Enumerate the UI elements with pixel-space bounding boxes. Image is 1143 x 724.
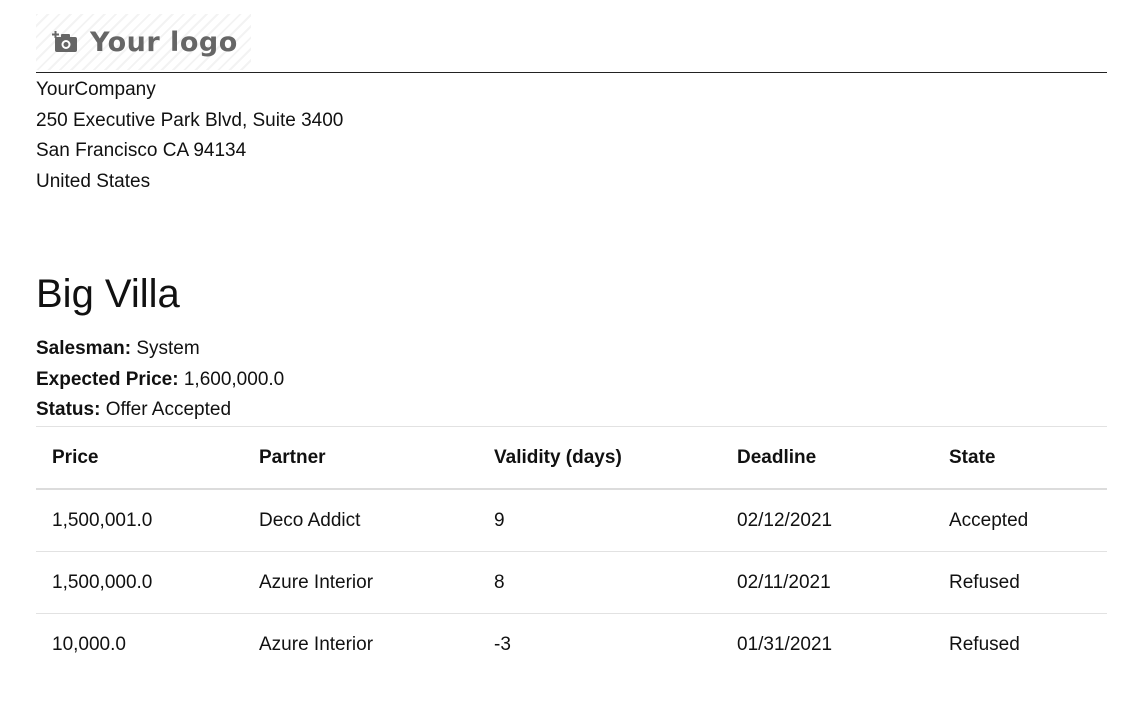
column-header: Price xyxy=(36,426,243,490)
company-logo: Your logo xyxy=(36,14,251,70)
column-header: State xyxy=(933,426,1107,490)
table-header-row: Price Partner Validity (days) Deadline S… xyxy=(36,426,1107,490)
cell-validity: 8 xyxy=(478,551,721,614)
company-city: San Francisco CA 94134 xyxy=(36,140,247,161)
status-value: Offer Accepted xyxy=(105,399,232,420)
cell-state: Accepted xyxy=(933,489,1107,552)
cell-price: 10,000.0 xyxy=(52,633,126,655)
logo-text: Your logo xyxy=(90,26,238,58)
header-divider xyxy=(36,72,1107,73)
cell-deadline: 02/11/2021 xyxy=(721,551,933,614)
cell-partner: Azure Interior xyxy=(243,551,478,614)
property-fields: Salesman: System Expected Price: 1,600,0… xyxy=(36,334,284,426)
status-label: Status: xyxy=(36,399,101,420)
cell-deadline: 02/12/2021 xyxy=(721,489,933,552)
cell-partner: Deco Addict xyxy=(243,489,478,552)
table-row: 1,500,001.0 Deco Addict 9 02/12/2021 Acc… xyxy=(36,489,1107,552)
company-street: 250 Executive Park Blvd, Suite 3400 xyxy=(36,109,344,131)
cell-state: Refused xyxy=(949,633,1020,655)
table-row: 1,500,000.0 Azure Interior 8 02/11/2021 … xyxy=(36,551,1107,614)
cell-partner: Azure Interior xyxy=(259,633,374,655)
cell-state: Refused xyxy=(933,551,1107,614)
cell-price: 1,500,001.0 xyxy=(36,489,243,552)
column-header: Deadline xyxy=(721,426,933,490)
company-name: YourCompany xyxy=(36,79,156,100)
camera-plus-icon xyxy=(52,31,78,53)
status-field: Status: Offer Accepted xyxy=(36,395,284,426)
cell-price: 1,500,000.0 xyxy=(36,551,243,614)
company-address: YourCompany 250 Executive Park Blvd, Sui… xyxy=(36,75,343,197)
page-title: Big Villa xyxy=(36,272,180,316)
cell-validity: -3 xyxy=(494,633,511,655)
cell-validity: 9 xyxy=(478,489,721,552)
company-country: United States xyxy=(36,170,151,192)
salesman-value: System xyxy=(136,338,200,359)
salesman-label: Salesman: xyxy=(36,338,132,359)
table-row: 10,000.0 Azure Interior -3 01/31/2021 Re… xyxy=(36,614,1107,676)
expected-price-value: 1,600,000.0 xyxy=(183,368,285,390)
column-header: Partner xyxy=(243,426,478,490)
cell-deadline: 01/31/2021 xyxy=(737,633,833,655)
expected-price-label: Expected Price: xyxy=(36,368,179,390)
salesman-field: Salesman: System xyxy=(36,334,284,365)
column-header: Validity (days) xyxy=(478,426,721,490)
expected-price-field: Expected Price: 1,600,000.0 xyxy=(36,365,284,396)
offers-table: Price Partner Validity (days) Deadline S… xyxy=(36,426,1107,675)
